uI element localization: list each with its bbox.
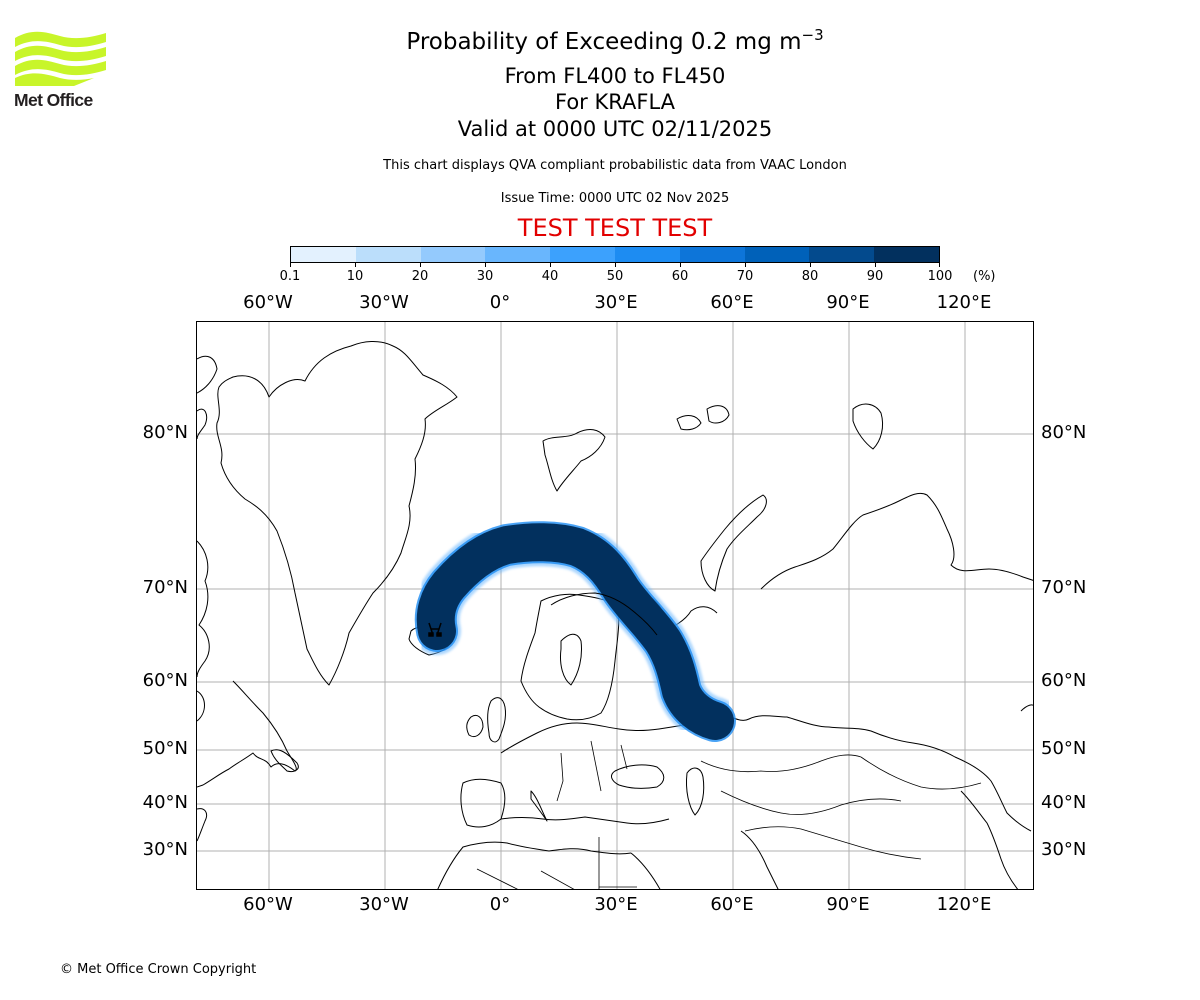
colorbar-tick-label: 100 <box>927 269 953 284</box>
longitude-label-top: 120°E <box>936 292 992 313</box>
colorbar-segment <box>355 247 421 262</box>
latitude-label-right: 80°N <box>1041 422 1087 443</box>
colorbar-tick <box>420 263 421 267</box>
colorbar-tick-label: 40 <box>541 269 559 284</box>
longitude-label-top: 0° <box>489 292 511 313</box>
map-panel <box>196 321 1034 890</box>
volcano-name: For KRAFLA <box>555 90 675 114</box>
colorbar-unit: (%) <box>973 269 996 284</box>
colorbar-segment <box>874 247 939 262</box>
latitude-label-left: 80°N <box>142 422 188 443</box>
colorbar-tick <box>810 263 811 267</box>
colorbar-tick <box>290 263 291 267</box>
colorbar-segment <box>420 247 486 262</box>
colorbar-segment <box>809 247 875 262</box>
colorbar-tick <box>939 263 940 267</box>
latitude-label-left: 40°N <box>142 792 188 813</box>
colorbar-tick-label: 80 <box>801 269 819 284</box>
longitude-label-bottom: 0° <box>489 894 511 915</box>
colorbar-tick-label: 90 <box>866 269 884 284</box>
colorbar-segment <box>291 247 356 262</box>
colorbar-tick <box>550 263 551 267</box>
colorbar-tick <box>680 263 681 267</box>
latitude-label-right: 30°N <box>1041 839 1087 860</box>
copyright-notice: © Met Office Crown Copyright <box>60 962 257 977</box>
coastlines <box>197 341 1033 889</box>
longitude-label-bottom: 60°W <box>243 894 293 915</box>
chart-title-superscript: −3 <box>801 26 824 44</box>
colorbar-tick <box>745 263 746 267</box>
longitude-label-top: 60°W <box>243 292 293 313</box>
latitude-label-right: 40°N <box>1041 792 1087 813</box>
met-office-logo: Met Office <box>14 30 108 112</box>
colorbar-tick <box>355 263 356 267</box>
colorbar-tick-label: 70 <box>736 269 754 284</box>
country-borders <box>476 740 982 889</box>
latitude-label-right: 70°N <box>1041 577 1087 598</box>
colorbar-segment <box>744 247 810 262</box>
colorbar-tick-label: 30 <box>476 269 494 284</box>
latitude-label-left: 50°N <box>142 738 188 759</box>
colorbar-segment <box>485 247 551 262</box>
met-office-waves-icon <box>15 31 106 86</box>
latitude-label-left: 60°N <box>142 670 188 691</box>
longitude-label-top: 30°E <box>594 292 638 313</box>
longitude-label-bottom: 90°E <box>826 894 870 915</box>
colorbar-tick-label: 60 <box>671 269 689 284</box>
colorbar-tick-label: 20 <box>411 269 429 284</box>
colorbar-segment <box>679 247 745 262</box>
chart-title-text: Probability of Exceeding 0.2 mg m <box>406 29 802 55</box>
data-source-note: This chart displays QVA compliant probab… <box>383 158 847 173</box>
gridlines <box>197 322 1033 889</box>
colorbar-tick <box>875 263 876 267</box>
colorbar-tick-label: 50 <box>606 269 624 284</box>
longitude-label-top: 30°W <box>359 292 409 313</box>
map-canvas <box>197 322 1033 889</box>
test-banner: TEST TEST TEST <box>517 214 713 242</box>
issue-time: Issue Time: 0000 UTC 02 Nov 2025 <box>500 191 730 206</box>
latitude-label-right: 60°N <box>1041 670 1087 691</box>
longitude-label-bottom: 30°W <box>359 894 409 915</box>
plume-core <box>416 523 734 740</box>
colorbar-segment <box>550 247 615 262</box>
probability-colorbar <box>290 246 940 263</box>
longitude-label-bottom: 120°E <box>936 894 992 915</box>
colorbar-tick <box>615 263 616 267</box>
colorbar-tick <box>485 263 486 267</box>
longitude-label-bottom: 30°E <box>594 894 638 915</box>
colorbar-segment <box>614 247 680 262</box>
chart-title: Probability of Exceeding 0.2 mg m−3 <box>0 26 1200 60</box>
valid-time: Valid at 0000 UTC 02/11/2025 <box>457 117 773 141</box>
flight-level-range: From FL400 to FL450 <box>504 64 726 88</box>
ash-plume <box>411 518 739 745</box>
colorbar-tick-label: 0.1 <box>279 269 301 284</box>
latitude-label-left: 30°N <box>142 839 188 860</box>
volcano-marker-icon <box>428 622 442 637</box>
longitude-label-top: 90°E <box>826 292 870 313</box>
colorbar-tick-label: 10 <box>346 269 364 284</box>
latitude-label-left: 70°N <box>142 577 188 598</box>
latitude-label-right: 50°N <box>1041 738 1087 759</box>
met-office-wordmark: Met Office <box>14 90 93 110</box>
longitude-label-top: 60°E <box>710 292 754 313</box>
longitude-label-bottom: 60°E <box>710 894 754 915</box>
